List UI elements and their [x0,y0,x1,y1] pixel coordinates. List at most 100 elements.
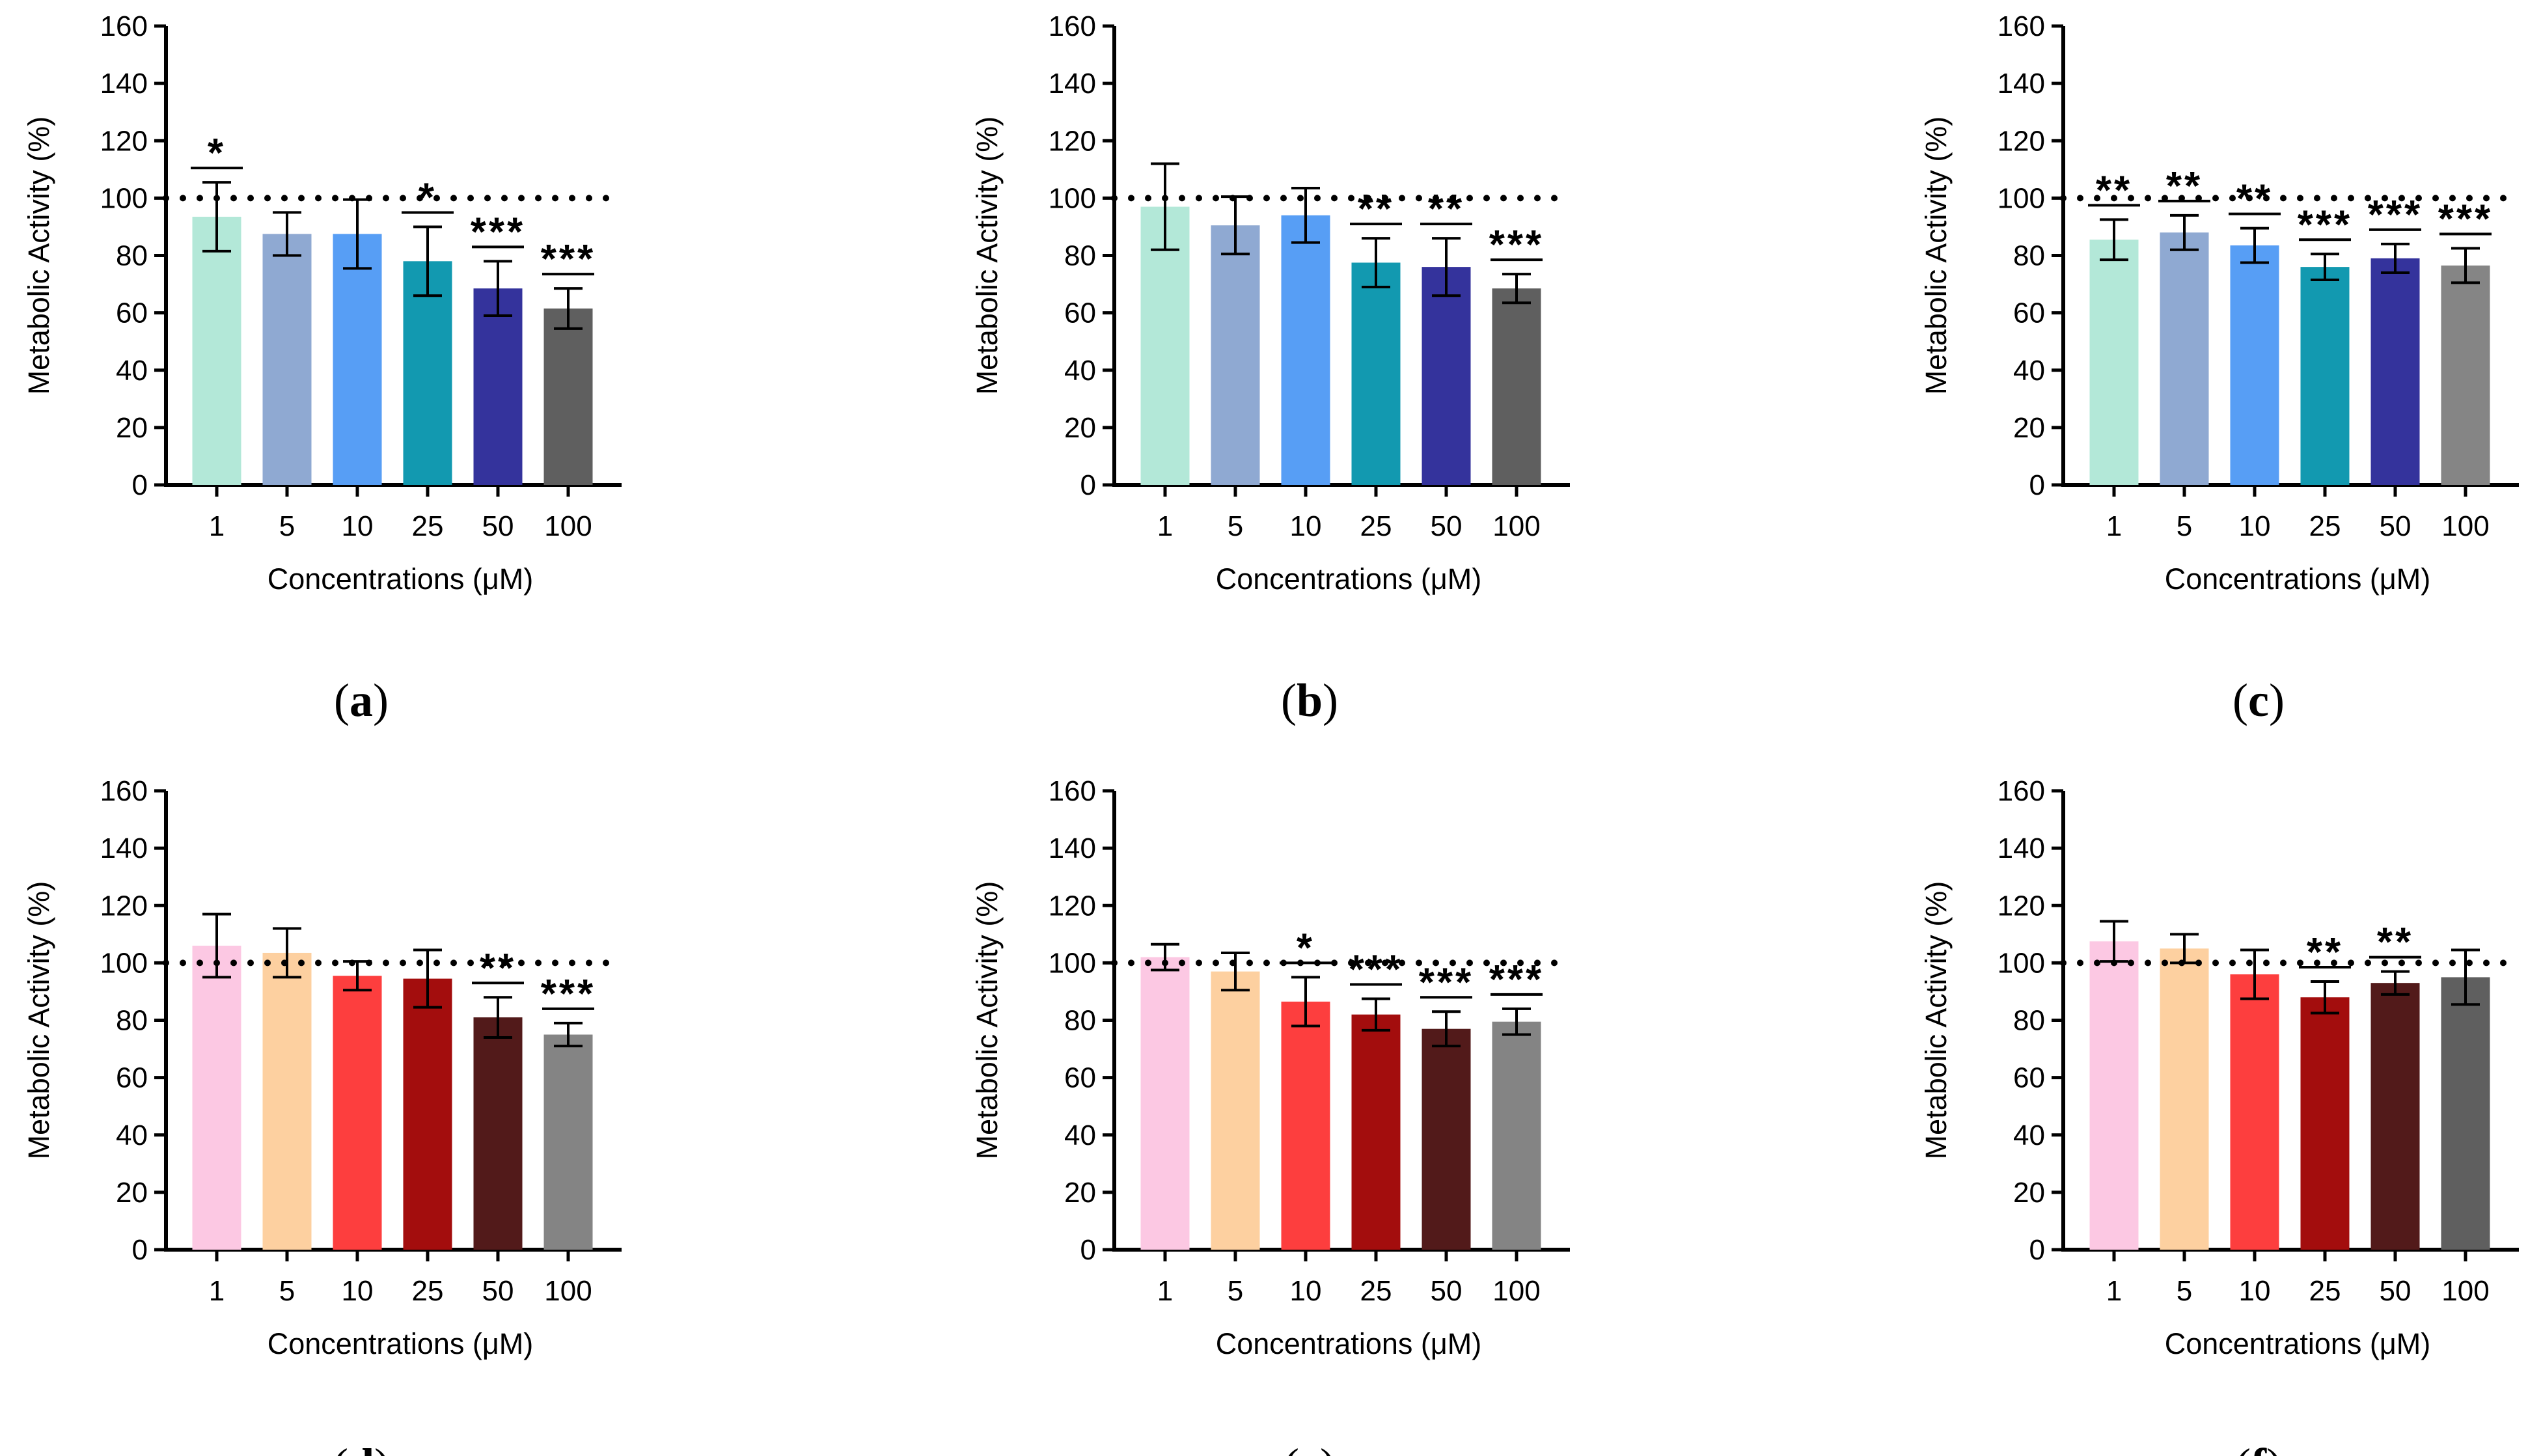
significance-marker: ** [1428,187,1464,232]
y-tick-label: 120 [100,125,148,157]
y-tick-label: 0 [2029,469,2045,501]
x-tick-label: 25 [1360,510,1392,542]
y-tick-label: 20 [2013,412,2045,444]
y-tick-label: 80 [2013,1005,2045,1037]
x-tick-label: 1 [209,510,225,542]
significance-marker: *** [1489,223,1544,268]
bar-100 [543,1034,593,1250]
caption-paren-close: ) [1320,1439,1336,1456]
caption-letter: c [2248,674,2269,726]
x-tick-label: 5 [279,1275,295,1307]
bar-50 [473,288,523,485]
y-tick-label: 40 [1064,355,1096,387]
bar-25 [1351,1014,1401,1250]
y-tick-label: 160 [1998,10,2045,42]
y-tick-label: 20 [116,412,148,444]
panel-caption: (e) [1284,1439,1336,1456]
y-tick-label: 20 [2013,1177,2045,1209]
y-axis-title: Metabolic Activity (%) [1919,117,1953,395]
y-tick-label: 60 [1064,1062,1096,1094]
bar-5 [1211,225,1260,485]
bar-25 [2300,267,2350,485]
y-tick-label: 40 [2013,355,2045,387]
y-tick-label: 40 [2013,1119,2045,1151]
y-tick-label: 120 [100,890,148,922]
caption-letter: f [2251,1439,2267,1456]
caption-paren-close: ) [374,1439,390,1456]
x-tick-label: 5 [2177,510,2192,542]
bar-10 [333,234,382,485]
y-tick-label: 80 [116,240,148,272]
significance-marker: ** [2377,920,2413,965]
bar-5 [1211,971,1260,1250]
x-tick-label: 5 [1228,510,1243,542]
y-tick-label: 40 [1064,1119,1096,1151]
caption-paren-open: ( [1284,1439,1299,1456]
x-tick-label: 25 [412,510,444,542]
x-tick-label: 25 [2309,510,2341,542]
chart-panel-d: 0 20 40 60 80 100 120 140 160 1 5 10 25 50 ** 100 *** Con… [22,775,625,1456]
y-axis-title: Metabolic Activity (%) [1919,881,1953,1160]
x-tick-label: 5 [2177,1275,2192,1307]
y-tick-label: 120 [1049,890,1096,922]
x-tick-label: 100 [1492,510,1540,542]
bar-5 [262,234,312,485]
y-tick-label: 100 [1049,947,1096,979]
y-tick-label: 140 [100,832,148,864]
x-tick-label: 25 [1360,1275,1392,1307]
x-axis-title: Concentrations (μM) [268,562,534,596]
chart-panel-c: 0204060801001201401601**5**10**25***50**… [1919,10,2522,726]
x-tick-label: 25 [2309,1275,2341,1307]
x-tick-label: 50 [1431,1275,1463,1307]
y-tick-label: 160 [100,10,148,42]
x-tick-label: 50 [2380,1275,2411,1307]
y-tick-label: 40 [116,355,148,387]
x-tick-label: 1 [2106,1275,2122,1307]
y-tick-label: 160 [1998,775,2045,807]
bar-50 [2370,983,2420,1250]
y-tick-label: 20 [116,1177,148,1209]
bar-1 [1140,206,1190,485]
y-tick-label: 0 [2029,1234,2045,1266]
bar-1 [2089,240,2139,485]
x-tick-label: 10 [2239,510,2271,542]
y-tick-label: 140 [100,68,148,100]
y-tick-label: 120 [1049,125,1096,157]
y-tick-label: 160 [1049,10,1096,42]
bar-25 [2300,997,2350,1250]
bar-10 [1281,215,1330,485]
caption-paren-open: ( [334,674,350,726]
bar-5 [2160,232,2209,485]
x-tick-label: 5 [1228,1275,1243,1307]
x-tick-label: 50 [482,1275,514,1307]
significance-marker: *** [2368,193,2423,238]
x-tick-label: 100 [2441,1275,2489,1307]
x-tick-label: 50 [2380,510,2411,542]
significance-marker: *** [2298,202,2352,247]
significance-marker: *** [1419,960,1474,1005]
bar-5 [2160,948,2209,1250]
bar-1 [192,945,241,1250]
caption-paren-close: ) [373,674,389,726]
significance-marker: ** [2096,168,2132,213]
y-tick-label: 100 [100,947,148,979]
bar-10 [333,976,382,1250]
y-axis-title: Metabolic Activity (%) [22,881,55,1160]
x-tick-label: 50 [1431,510,1463,542]
caption-letter: b [1297,674,1323,726]
caption-paren-open: ( [1281,674,1297,726]
x-tick-label: 10 [1290,1275,1322,1307]
significance-marker: ** [2166,164,2203,209]
chart-panel-b: 0 20 40 60 80 100 120 140 160 1 5 10 25 ** 50 ** 100 *** C… [970,10,1573,726]
y-tick-label: 60 [116,1062,148,1094]
bar-100 [1492,1021,1541,1250]
caption-paren-open: ( [2233,674,2248,726]
x-axis-title: Concentrations (μM) [2165,562,2431,596]
x-axis-title: Concentrations (μM) [1216,562,1482,596]
y-tick-label: 140 [1049,68,1096,100]
bar-100 [543,309,593,485]
bar-100 [2441,977,2490,1250]
